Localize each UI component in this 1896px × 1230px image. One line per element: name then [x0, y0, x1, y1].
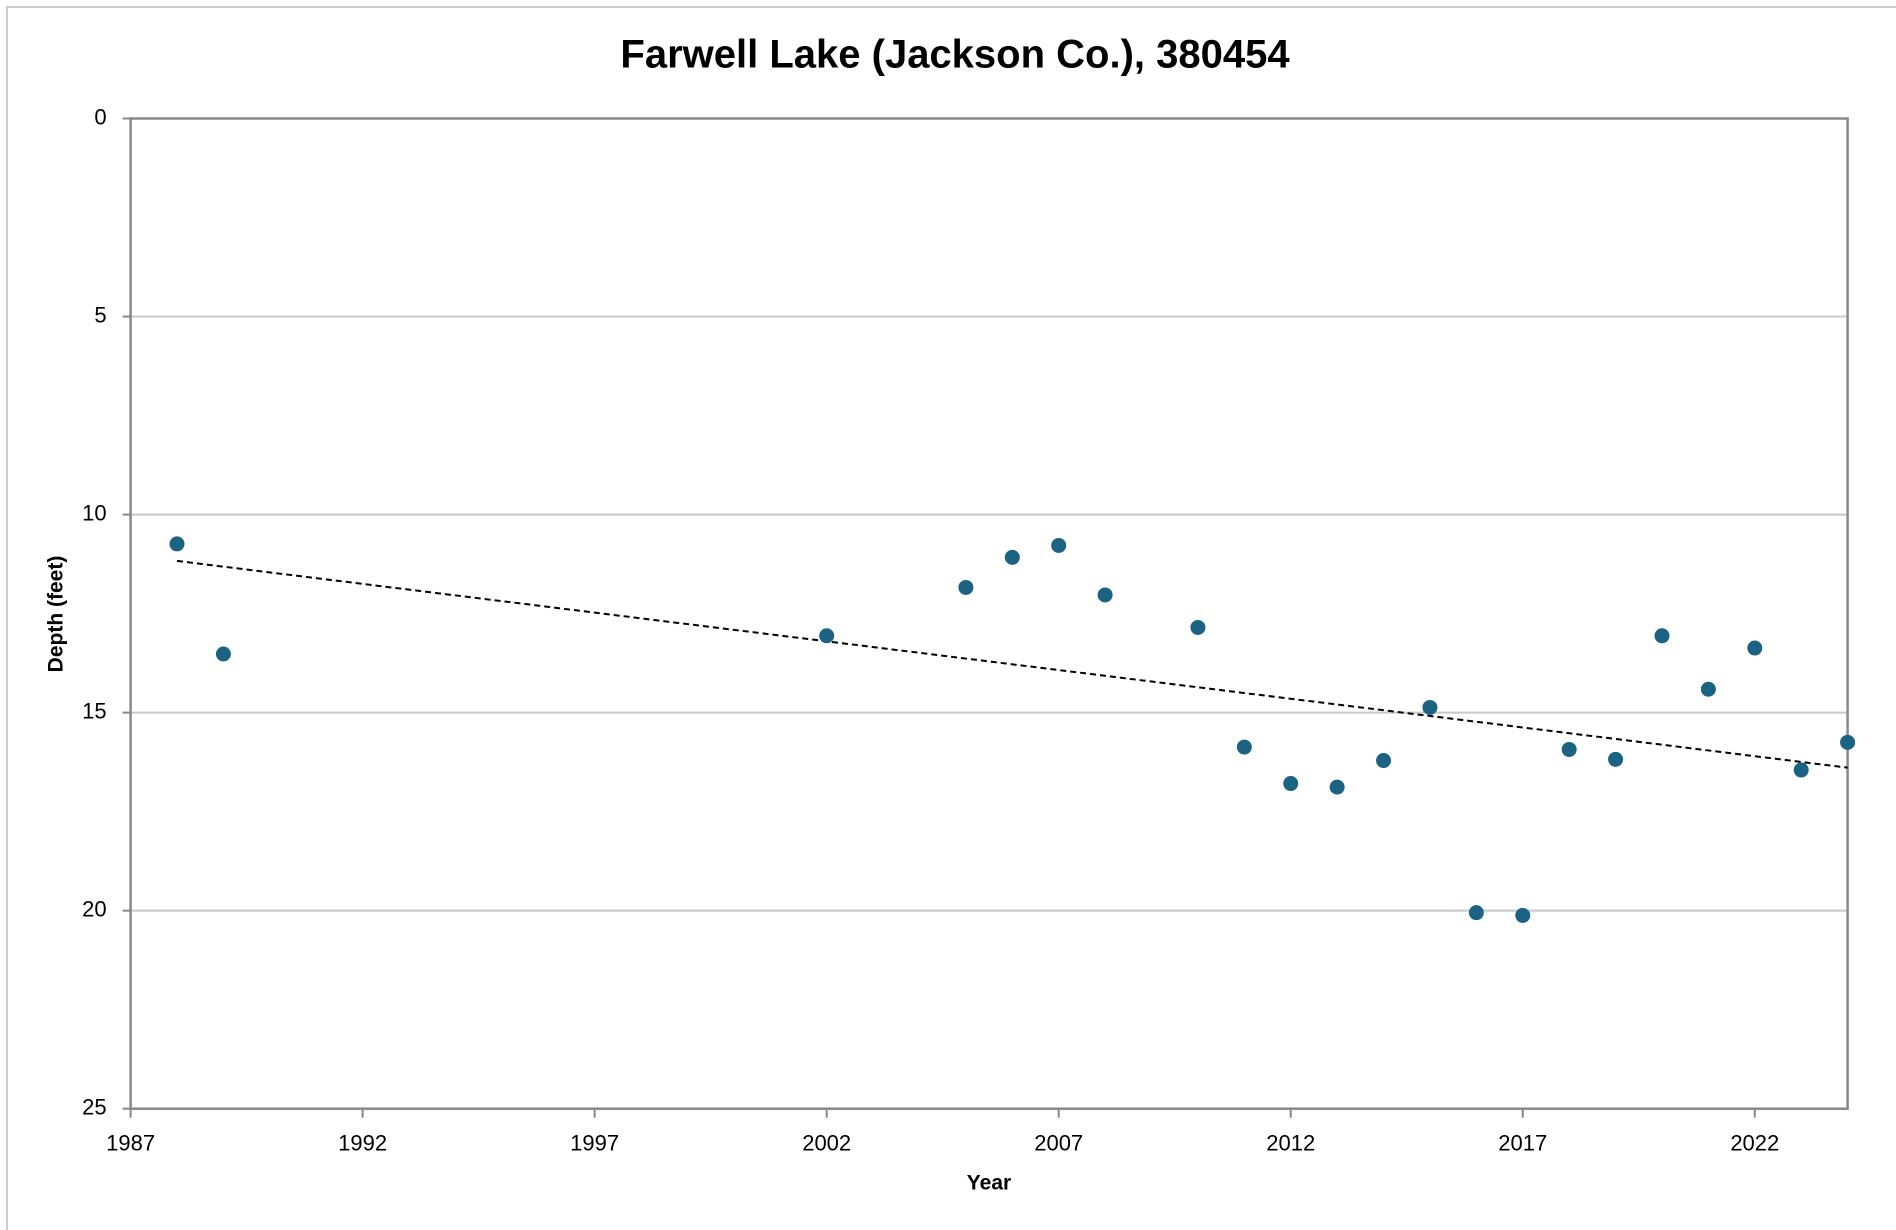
data-point	[1283, 776, 1299, 792]
chart-title: Farwell Lake (Jackson Co.), 380454	[620, 33, 1290, 77]
data-point	[1700, 681, 1716, 697]
x-tick-label: 1987	[106, 1131, 155, 1156]
data-point	[1236, 739, 1252, 755]
data-point	[1190, 619, 1206, 635]
data-point	[1515, 907, 1531, 923]
x-tick-label: 1997	[570, 1131, 619, 1156]
data-point	[1329, 779, 1345, 795]
data-point	[1004, 549, 1020, 565]
data-point	[1561, 741, 1577, 757]
data-point	[819, 628, 835, 644]
data-point	[1468, 905, 1484, 921]
y-tick-label: 15	[82, 698, 106, 723]
x-tick-label: 2002	[802, 1131, 851, 1156]
data-point	[1051, 537, 1067, 553]
data-point	[1608, 751, 1624, 767]
y-tick-label: 0	[94, 104, 106, 129]
data-point	[1654, 628, 1670, 644]
x-axis-title: Year	[967, 1172, 1011, 1195]
x-tick-label: 2017	[1498, 1131, 1547, 1156]
data-point	[958, 579, 974, 595]
y-tick-label: 10	[82, 500, 106, 525]
data-point	[1747, 640, 1763, 656]
x-tick-label: 1992	[338, 1131, 387, 1156]
data-point	[215, 646, 231, 662]
data-point	[1422, 699, 1438, 715]
x-tick-label: 2007	[1034, 1131, 1083, 1156]
y-tick-label: 20	[82, 896, 106, 921]
frame	[6, 6, 1896, 1230]
data-point	[1840, 734, 1856, 750]
data-point	[169, 536, 185, 552]
x-tick-label: 2012	[1266, 1131, 1315, 1156]
data-point	[1793, 762, 1809, 778]
x-tick-label: 2022	[1730, 1131, 1779, 1156]
plot-frame	[129, 117, 1849, 1110]
y-axis-title: Depth (feet)	[45, 556, 68, 673]
data-point	[1376, 753, 1392, 769]
trendline	[176, 559, 1848, 769]
data-point	[1097, 587, 1113, 603]
y-tick-label: 5	[94, 302, 106, 327]
y-tick-label: 25	[82, 1095, 106, 1120]
